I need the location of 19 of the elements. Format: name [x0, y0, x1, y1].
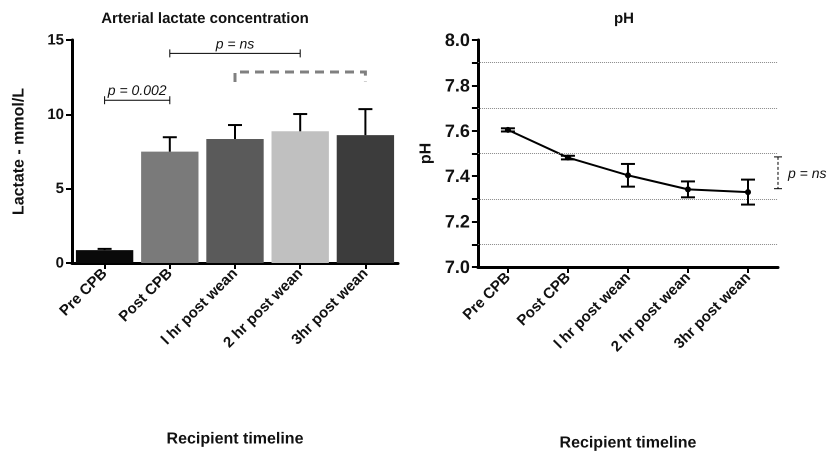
y-tick-label: 15 — [47, 32, 64, 48]
y-tick-label: 7.0 — [444, 257, 470, 277]
y-tick-label: 8.0 — [444, 30, 470, 50]
y-tick-label: 7.6 — [444, 120, 470, 141]
x-axis-title: Recipient timeline — [166, 430, 304, 448]
y-tick-label: 10 — [47, 106, 64, 123]
y-tick-label: 0 — [56, 254, 64, 272]
y-tick-label: 7.8 — [444, 75, 470, 96]
chart-title: pH — [614, 10, 634, 27]
y-tick-label: 7.4 — [444, 166, 470, 186]
y-axis-title: Lactate - mmol/L — [10, 88, 28, 216]
annotation: p = ns — [214, 35, 254, 52]
y-tick-label: 5 — [56, 180, 64, 198]
chart-title: Arterial lactate concentration — [101, 10, 309, 27]
y-axis-title: pH — [418, 142, 434, 164]
y-tick-label: 7.2 — [444, 212, 470, 232]
annotation: p = 0.002 — [106, 82, 167, 98]
x-axis-title: Recipient timeline — [560, 434, 697, 452]
text: p = ns — [786, 164, 827, 181]
